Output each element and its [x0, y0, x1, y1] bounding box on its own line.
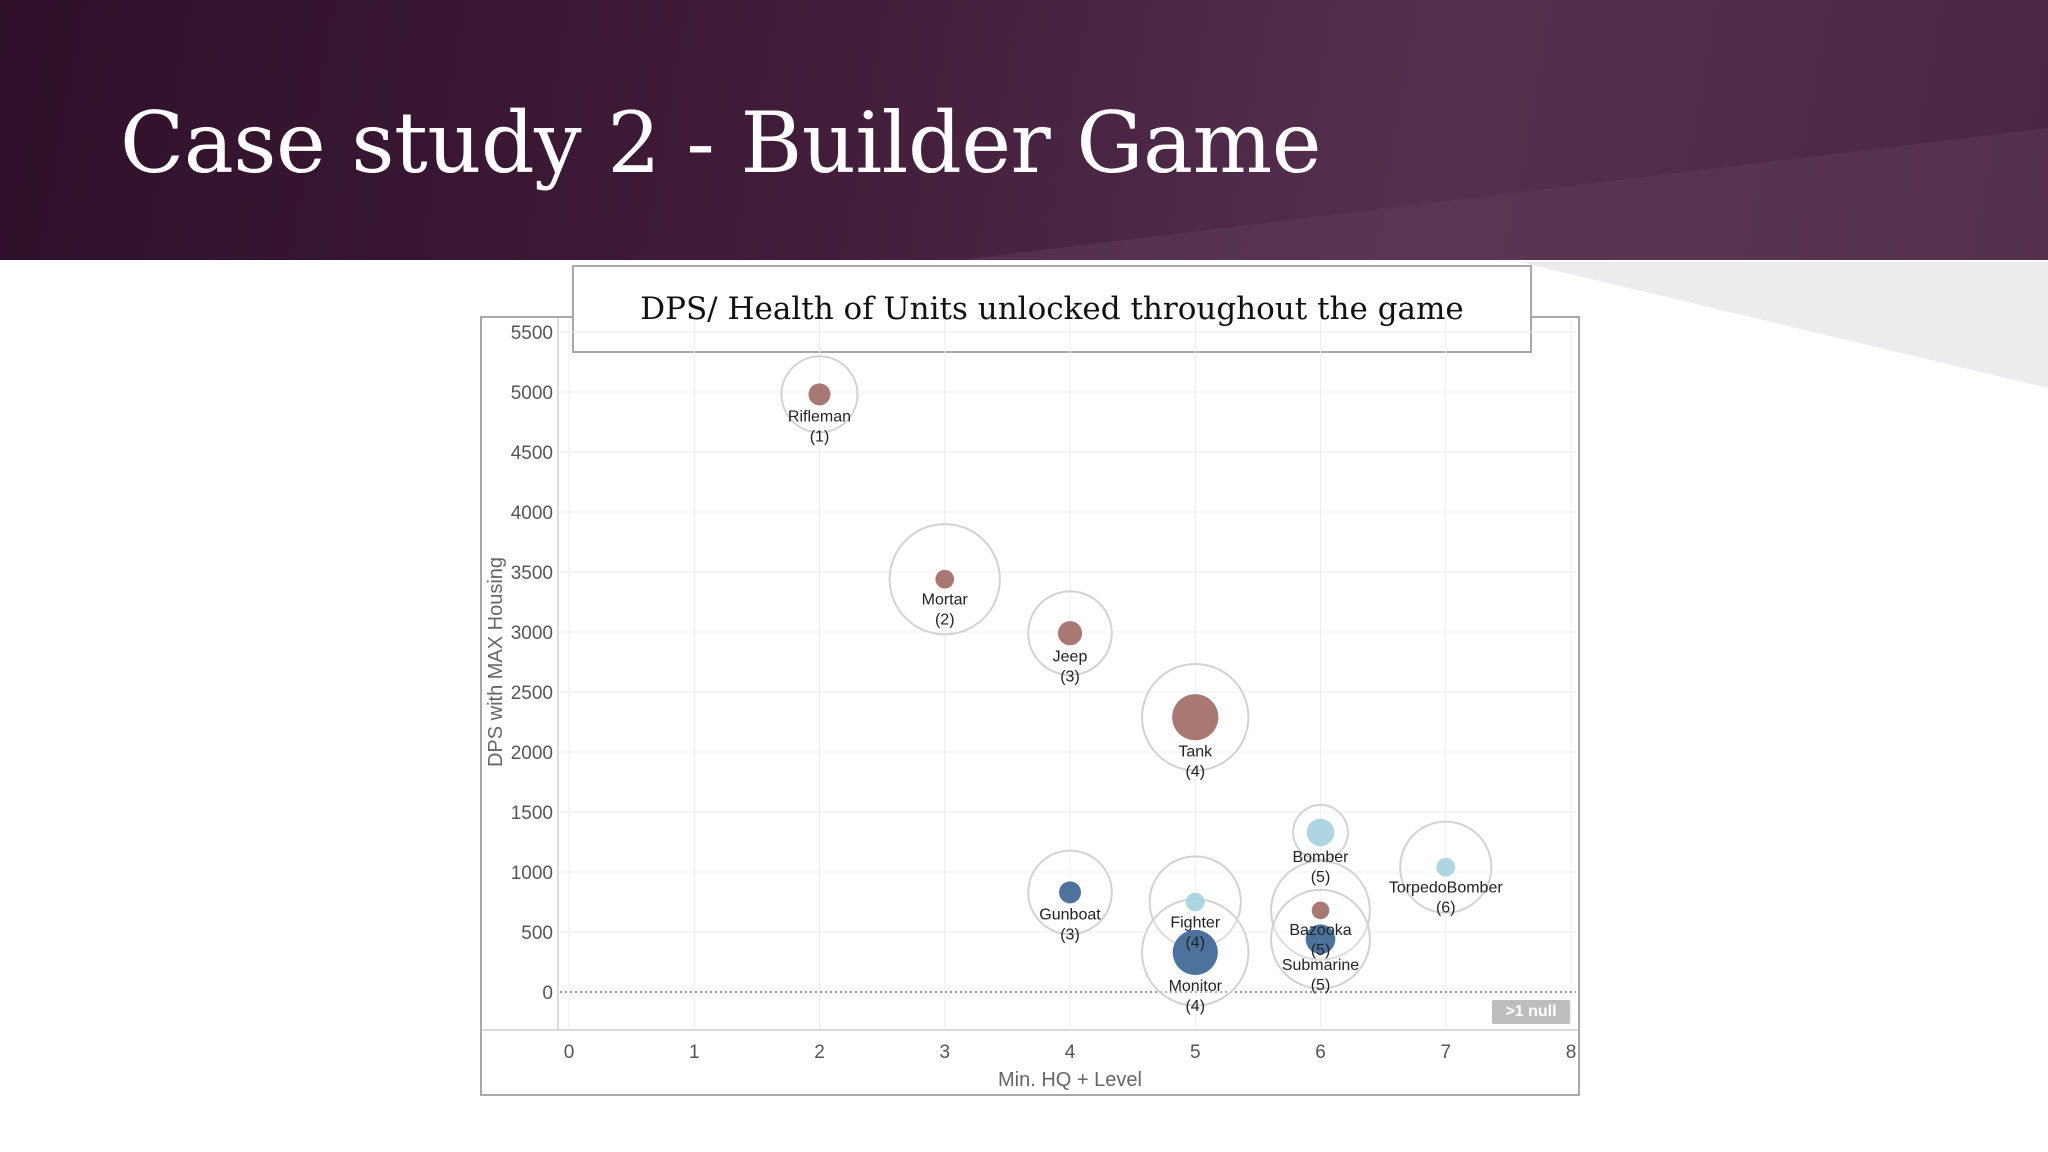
data-point: [1172, 694, 1219, 741]
chart-frame: [480, 316, 1580, 1096]
slide-title: Case study 2 - Builder Game: [120, 94, 1321, 192]
point-label: Fighter: [1170, 914, 1220, 931]
data-point: [1305, 924, 1336, 955]
x-tick-label: 1: [689, 1042, 700, 1063]
point-label: Monitor: [1169, 978, 1223, 995]
y-tick-label: 1000: [511, 863, 553, 884]
x-tick-label: 7: [1440, 1042, 1451, 1063]
point-label: Gunboat: [1039, 906, 1101, 923]
point-level-label: (3): [1060, 926, 1080, 943]
data-point: [1311, 901, 1330, 920]
y-tick-label: 4500: [511, 443, 553, 464]
y-tick-label: 1500: [511, 803, 553, 824]
y-tick-label: 3500: [511, 563, 553, 584]
data-point: [1306, 818, 1335, 847]
point-level-label: (5): [1311, 942, 1331, 959]
y-tick-label: 2000: [511, 743, 553, 764]
y-tick-label: 5000: [511, 383, 553, 404]
data-point: [1059, 881, 1081, 904]
chart-title-box: DPS/ Health of Units unlocked throughout…: [572, 265, 1532, 353]
x-tick-label: 3: [939, 1042, 950, 1063]
data-point: [1436, 857, 1456, 877]
point-level-label: (2): [935, 612, 955, 629]
null-indicator[interactable]: >1 null: [1492, 1000, 1570, 1024]
y-tick-label: 3000: [511, 623, 553, 644]
x-tick-label: 4: [1065, 1042, 1076, 1063]
chart-title: DPS/ Health of Units unlocked throughout…: [640, 291, 1464, 327]
y-tick-label: 2500: [511, 683, 553, 704]
point-label: Jeep: [1053, 648, 1088, 665]
data-point: [1172, 929, 1218, 975]
y-tick-label: 5500: [511, 323, 553, 344]
point-level-label: (4): [1185, 998, 1205, 1015]
point-label: Mortar: [922, 592, 969, 609]
y-tick-label: 0: [542, 983, 553, 1004]
point-label: Rifleman: [788, 408, 851, 425]
point-level-label: (5): [1311, 869, 1331, 886]
y-tick-label: 500: [521, 923, 553, 944]
x-tick-label: 0: [564, 1042, 575, 1063]
point-level-label: (3): [1060, 668, 1080, 685]
x-tick-label: 2: [814, 1042, 825, 1063]
y-axis-title: DPS with MAX Housing: [485, 557, 507, 767]
point-level-label: (1): [810, 428, 830, 445]
x-axis-title: Min. HQ + Level: [998, 1069, 1142, 1091]
point-level-label: (4): [1185, 763, 1205, 780]
data-point: [1057, 621, 1083, 646]
data-point: [1185, 892, 1205, 912]
point-label: Bazooka: [1289, 922, 1351, 939]
data-point: [808, 383, 831, 406]
slide-decoration: [960, 128, 2048, 388]
x-tick-label: 6: [1315, 1042, 1326, 1063]
point-label: Tank: [1178, 743, 1213, 760]
data-point: [935, 569, 955, 589]
point-label: TorpedoBomber: [1389, 880, 1504, 897]
y-tick-label: 4000: [511, 503, 553, 524]
x-tick-label: 5: [1190, 1042, 1201, 1063]
point-label: Submarine: [1282, 957, 1359, 974]
point-label: Bomber: [1292, 849, 1349, 866]
point-level-label: (6): [1436, 900, 1456, 917]
point-level-label: (4): [1185, 934, 1205, 951]
point-level-label: (5): [1311, 977, 1331, 994]
x-tick-label: 8: [1566, 1042, 1577, 1063]
